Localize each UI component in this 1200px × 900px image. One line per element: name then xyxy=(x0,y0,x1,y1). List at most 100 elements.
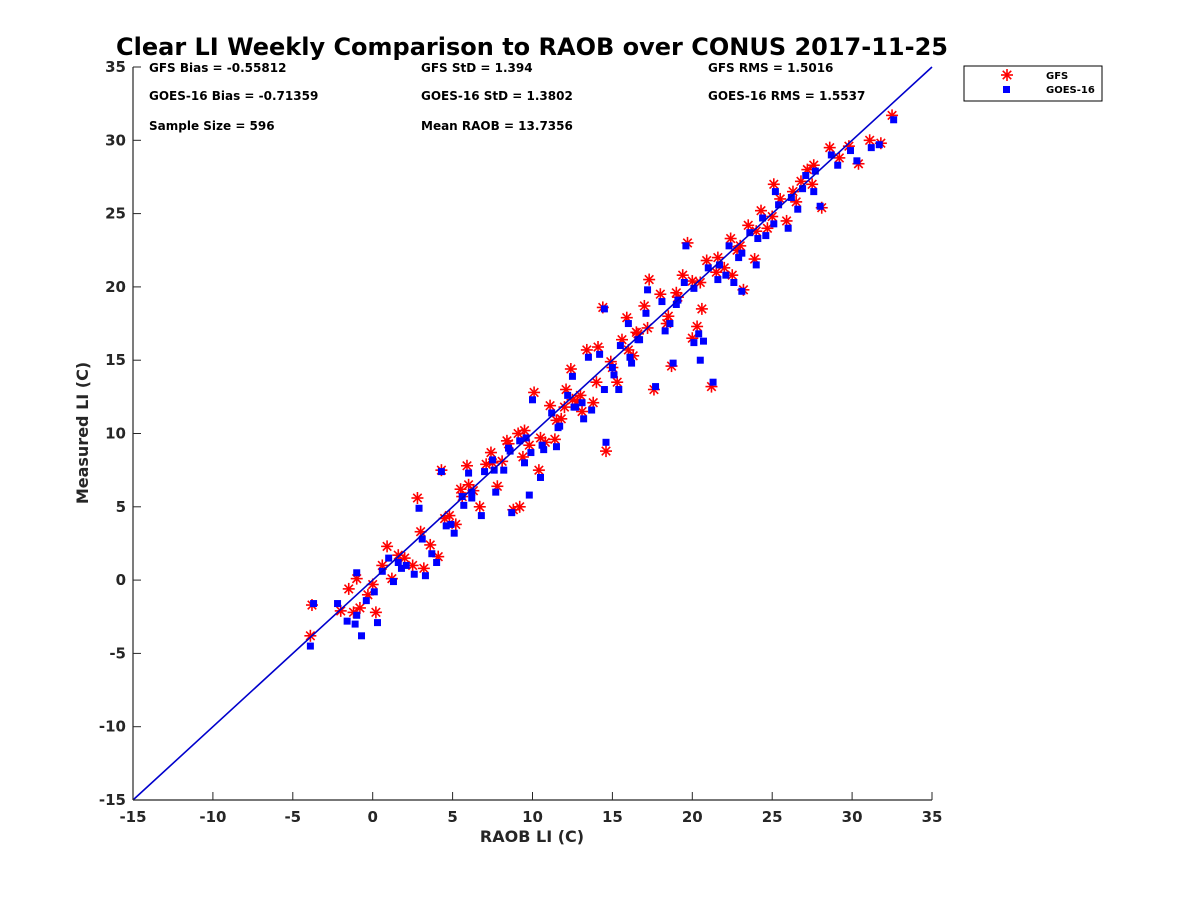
goes-16-point xyxy=(600,386,608,394)
goes-16-point xyxy=(353,611,361,619)
goes-16-point xyxy=(600,305,608,313)
goes-16-point xyxy=(816,202,824,210)
goes-16-point xyxy=(827,151,835,159)
goes-16-point xyxy=(666,320,674,328)
x-tick-label: 35 xyxy=(922,808,943,826)
goes-16-point xyxy=(373,619,381,627)
goes-16-point xyxy=(715,261,723,269)
goes-16-point xyxy=(353,569,361,577)
goes-16-point xyxy=(397,564,405,572)
goes-16-point xyxy=(548,409,556,417)
goes-16-point xyxy=(714,276,722,284)
goes-16-point xyxy=(506,447,514,455)
goes-16-point xyxy=(775,201,783,209)
gfs-point xyxy=(592,341,605,354)
gfs-point xyxy=(638,299,651,312)
x-tick-label: -10 xyxy=(199,808,226,826)
goes-16-point xyxy=(762,232,770,240)
gfs-point xyxy=(724,232,737,245)
goes-16-point xyxy=(521,459,529,467)
legend-box xyxy=(963,65,1103,102)
goes-std-text: GOES-16 StD = 1.3802 xyxy=(421,89,573,103)
legend-gfs-label: GFS xyxy=(1046,71,1068,82)
y-tick-label: 25 xyxy=(105,205,126,223)
goes-16-point xyxy=(552,443,560,451)
goes-16-point xyxy=(752,261,760,269)
goes-16-point xyxy=(615,386,623,394)
goes-16-point xyxy=(584,353,592,361)
gfs-point xyxy=(304,629,317,642)
goes-16-point xyxy=(890,116,898,124)
goes-16-point xyxy=(358,632,366,640)
goes-16-point xyxy=(616,342,624,350)
gfs-point xyxy=(590,376,603,389)
goes-16-point xyxy=(642,309,650,317)
goes-16-point xyxy=(626,353,634,361)
gfs-point xyxy=(755,204,768,217)
gfs-point xyxy=(695,302,708,315)
y-tick-label: -15 xyxy=(99,791,126,809)
x-tick-label: 30 xyxy=(842,808,863,826)
goes-16-point xyxy=(771,188,779,196)
goes-16-point xyxy=(447,520,455,528)
y-axis-label: Measured LI (C) xyxy=(73,362,92,504)
goes-16-point xyxy=(847,147,855,155)
goes-16-point xyxy=(754,235,762,243)
goes-16-point xyxy=(875,141,883,149)
one-to-one-line xyxy=(132,66,933,801)
goes-16-point xyxy=(669,359,677,367)
sample-size-text: Sample Size = 596 xyxy=(149,119,275,133)
goes-16-point xyxy=(784,224,792,232)
goes-16-point xyxy=(442,522,450,530)
goes-16-point xyxy=(334,600,342,608)
goes-16-point xyxy=(538,441,546,449)
goes-16-point xyxy=(628,359,636,367)
gfs-point xyxy=(600,445,613,458)
goes-16-point xyxy=(578,399,586,407)
goes-16-point xyxy=(410,570,418,578)
goes-16-point xyxy=(787,193,795,201)
gfs-point xyxy=(411,492,424,505)
x-tick-label: 0 xyxy=(367,808,377,826)
goes-16-point xyxy=(690,284,698,292)
goes-bias-text: GOES-16 Bias = -0.71359 xyxy=(149,89,318,103)
axes: -15 -10 -5 0 5 10 15 20 25 30 35 -15 -10 -5 0 5 10 15 20 25… xyxy=(99,58,943,826)
goes-16-point xyxy=(738,249,746,257)
goes-16-point xyxy=(465,469,473,477)
gfs-point xyxy=(342,582,355,595)
goes-16-point xyxy=(580,415,588,423)
goes-16-point xyxy=(492,488,500,496)
goes-16-point xyxy=(540,446,548,454)
gfs-point xyxy=(742,219,755,232)
mean-raob-text: Mean RAOB = 13.7356 xyxy=(421,119,573,133)
goes-16-point xyxy=(624,320,632,328)
goes-16-point xyxy=(867,144,875,152)
goes-16-point xyxy=(370,588,378,596)
gfs-point xyxy=(473,500,486,513)
goes-16-point xyxy=(680,279,688,287)
y-tick-label: 35 xyxy=(105,58,126,76)
goes-16-point xyxy=(428,550,436,558)
y-tick-label: 15 xyxy=(105,351,126,369)
gfs-point xyxy=(544,399,557,412)
goes-16-point xyxy=(610,371,618,379)
goes-16-point xyxy=(725,242,733,250)
goes-16-point xyxy=(644,286,652,294)
x-tick-label: 15 xyxy=(602,808,623,826)
y-tick-label: 20 xyxy=(105,278,126,296)
goes-16-point xyxy=(602,438,610,446)
x-tick-label: 20 xyxy=(682,808,703,826)
goes-16-point xyxy=(596,350,604,358)
goes-16-point xyxy=(450,529,458,537)
gfs-bias-text: GFS Bias = -0.55812 xyxy=(149,61,286,75)
y-tick-label: -10 xyxy=(99,718,126,736)
goes-16-point xyxy=(738,287,746,295)
goes-16-point xyxy=(634,336,642,344)
gfs-point xyxy=(670,286,683,299)
goes-16-point xyxy=(810,188,818,196)
goes-16-point xyxy=(351,620,359,628)
goes-16-point xyxy=(460,501,468,509)
goes-16-point xyxy=(690,339,698,347)
goes-16-point xyxy=(415,504,423,512)
goes-16-point xyxy=(554,424,562,432)
